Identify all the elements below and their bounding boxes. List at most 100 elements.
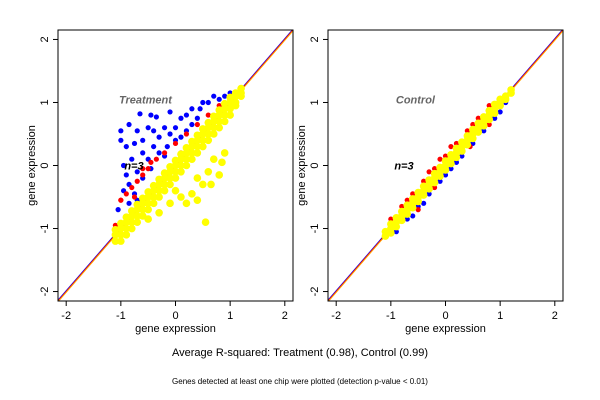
- data-point: [215, 123, 224, 132]
- data-point: [404, 216, 410, 222]
- data-point: [149, 199, 158, 208]
- data-point: [211, 93, 217, 99]
- data-point: [410, 213, 416, 219]
- data-point: [144, 215, 152, 223]
- data-point: [486, 103, 492, 109]
- data-point: [231, 98, 240, 107]
- data-point: [140, 150, 146, 156]
- data-point: [167, 109, 173, 115]
- data-point: [133, 212, 142, 220]
- data-point: [204, 130, 213, 138]
- x-tick-label: 0: [172, 310, 178, 322]
- data-point: [126, 200, 132, 206]
- data-point: [215, 117, 224, 126]
- data-point: [118, 137, 124, 143]
- data-point: [388, 216, 394, 222]
- data-point: [145, 125, 151, 131]
- data-point: [156, 134, 162, 140]
- data-point: [171, 186, 180, 195]
- data-point: [193, 196, 202, 204]
- sample-count-annotation: n=3: [124, 161, 143, 173]
- y-axis-label: gene expression: [26, 125, 38, 206]
- treatment-panel: -2 -1 0 1 2 -2 -1 0 1 2 gene expression gene expres…: [26, 29, 294, 335]
- data-point: [123, 143, 129, 150]
- data-point: [204, 168, 213, 176]
- data-point: [182, 155, 191, 163]
- data-point: [137, 111, 143, 117]
- data-point: [205, 99, 211, 106]
- data-point: [226, 111, 234, 119]
- data-point: [442, 172, 449, 178]
- data-point: [182, 199, 191, 208]
- data-point: [118, 197, 124, 203]
- data-point: [140, 172, 146, 178]
- data-point: [144, 199, 152, 208]
- data-point: [131, 194, 138, 200]
- data-point: [182, 161, 191, 170]
- data-point: [138, 205, 147, 214]
- data-point: [201, 218, 210, 227]
- data-point: [172, 125, 179, 131]
- data-point: [431, 166, 438, 172]
- data-point: [155, 208, 163, 217]
- x-tick-label: 1: [227, 310, 233, 322]
- control-panel: -2 -1 0 1 2 -2 -1 0 1 2 gene expression gene expres…: [296, 29, 564, 335]
- y-tick-label: -1: [39, 224, 51, 234]
- data-point: [497, 109, 503, 115]
- data-point: [166, 180, 174, 189]
- data-point: [486, 121, 492, 128]
- data-point: [117, 231, 125, 239]
- data-point: [127, 218, 136, 227]
- data-point: [161, 150, 168, 156]
- data-point: [153, 114, 159, 120]
- panel-title-annotation: Control: [396, 95, 436, 107]
- data-point: [437, 178, 443, 184]
- data-point: [111, 237, 120, 245]
- x-tick-label: 1: [497, 310, 503, 322]
- x-axis-label: gene expression: [135, 323, 216, 335]
- data-point: [415, 207, 421, 213]
- data-point: [193, 174, 202, 182]
- data-point: [118, 128, 124, 134]
- data-point: [149, 193, 158, 201]
- data-point: [464, 128, 470, 134]
- x-tick-label: -1: [116, 310, 126, 322]
- x-axis-label: gene expression: [405, 323, 486, 335]
- y-tick-label: 2: [309, 36, 321, 42]
- data-point: [178, 115, 184, 121]
- y-axis-label: gene expression: [296, 125, 308, 206]
- data-point: [421, 178, 427, 184]
- data-point: [133, 218, 142, 227]
- data-point: [421, 200, 427, 206]
- x-tick-label: 2: [282, 310, 288, 322]
- data-point: [193, 149, 202, 157]
- y-tick-label: -2: [309, 287, 321, 297]
- data-point: [442, 153, 449, 159]
- y-tick-label: 0: [309, 162, 321, 168]
- y-tick-label: 0: [39, 162, 51, 168]
- data-point: [183, 131, 190, 137]
- data-point: [134, 169, 140, 175]
- data-point: [160, 186, 169, 195]
- data-point: [209, 155, 218, 163]
- data-point: [194, 121, 200, 128]
- data-point: [399, 203, 405, 210]
- data-point: [437, 156, 443, 162]
- data-point: [199, 142, 207, 151]
- data-point: [459, 153, 465, 159]
- data-point: [205, 112, 211, 118]
- y-tick-label: 2: [39, 36, 51, 42]
- data-point: [177, 161, 185, 170]
- data-point: [393, 229, 399, 235]
- data-point: [475, 115, 481, 121]
- data-point: [151, 143, 157, 150]
- data-point: [220, 117, 229, 126]
- data-point: [126, 121, 132, 128]
- data-point: [189, 121, 195, 128]
- plot-area: [328, 30, 563, 301]
- data-point: [448, 166, 454, 172]
- data-point: [131, 140, 138, 147]
- data-point: [155, 186, 163, 195]
- data-point: [120, 162, 127, 169]
